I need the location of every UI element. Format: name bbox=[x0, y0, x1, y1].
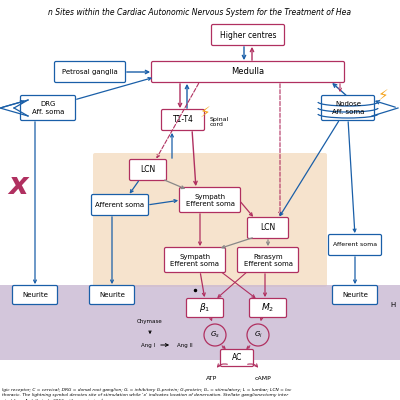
Text: pted from Ardell et al., 2016 with permission.⁸: pted from Ardell et al., 2016 with permi… bbox=[2, 398, 103, 400]
Text: $\beta_1$: $\beta_1$ bbox=[199, 302, 211, 314]
FancyBboxPatch shape bbox=[248, 218, 288, 238]
FancyBboxPatch shape bbox=[328, 234, 382, 256]
Text: ATP: ATP bbox=[206, 376, 218, 380]
Text: Afferent soma: Afferent soma bbox=[96, 202, 144, 208]
FancyBboxPatch shape bbox=[54, 62, 126, 82]
Text: lgic receptor; C = cervical; DRG = dorsal root ganglion; Gᵢ = inhibitory G-prote: lgic receptor; C = cervical; DRG = dorsa… bbox=[2, 388, 291, 392]
FancyBboxPatch shape bbox=[92, 194, 148, 216]
Text: Neurite: Neurite bbox=[342, 292, 368, 298]
Text: n Sites within the Cardiac Autonomic Nervous System for the Treatment of Hea: n Sites within the Cardiac Autonomic Ner… bbox=[48, 8, 352, 17]
Text: $G_i$: $G_i$ bbox=[254, 330, 262, 340]
Text: Higher centres: Higher centres bbox=[220, 30, 276, 40]
Text: H: H bbox=[391, 302, 396, 308]
Text: thoracic. The lightning symbol denotes site of stimulation while 'x' indicates l: thoracic. The lightning symbol denotes s… bbox=[2, 393, 288, 397]
Text: Chymase: Chymase bbox=[137, 320, 163, 324]
Text: Petrosal ganglia: Petrosal ganglia bbox=[62, 69, 118, 75]
Bar bbox=[0, 285, 400, 360]
Text: Neurite: Neurite bbox=[99, 292, 125, 298]
FancyBboxPatch shape bbox=[250, 298, 286, 318]
Text: Ang I: Ang I bbox=[141, 342, 155, 348]
FancyBboxPatch shape bbox=[322, 96, 374, 120]
Text: Parasym
Efferent soma: Parasym Efferent soma bbox=[244, 254, 292, 266]
FancyBboxPatch shape bbox=[130, 160, 166, 180]
Text: ⚡: ⚡ bbox=[200, 104, 210, 120]
FancyBboxPatch shape bbox=[152, 62, 344, 82]
Text: cAMP: cAMP bbox=[255, 376, 271, 380]
Text: Spinal
cord: Spinal cord bbox=[210, 117, 229, 127]
Text: LCN: LCN bbox=[260, 224, 276, 232]
FancyBboxPatch shape bbox=[90, 286, 134, 304]
Text: DRG
Aff. soma: DRG Aff. soma bbox=[32, 102, 64, 114]
Text: Sympath
Efferent soma: Sympath Efferent soma bbox=[186, 194, 234, 206]
Text: Afferent soma: Afferent soma bbox=[333, 242, 377, 248]
Text: Nodose
Aff. soma: Nodose Aff. soma bbox=[332, 102, 364, 114]
Text: $G_s$: $G_s$ bbox=[210, 330, 220, 340]
Text: ⚡: ⚡ bbox=[378, 88, 388, 102]
FancyBboxPatch shape bbox=[238, 248, 298, 272]
Text: Sympath
Efferent soma: Sympath Efferent soma bbox=[170, 254, 220, 266]
FancyBboxPatch shape bbox=[162, 110, 204, 130]
FancyBboxPatch shape bbox=[212, 24, 284, 46]
Text: $M_2$: $M_2$ bbox=[262, 302, 274, 314]
Text: x: x bbox=[8, 170, 28, 200]
FancyBboxPatch shape bbox=[186, 298, 224, 318]
Text: Neurite: Neurite bbox=[22, 292, 48, 298]
FancyBboxPatch shape bbox=[20, 96, 76, 120]
FancyBboxPatch shape bbox=[220, 350, 254, 366]
Text: T1-T4: T1-T4 bbox=[172, 116, 194, 124]
FancyBboxPatch shape bbox=[332, 286, 378, 304]
FancyBboxPatch shape bbox=[180, 188, 240, 212]
FancyBboxPatch shape bbox=[164, 248, 226, 272]
Text: Medulla: Medulla bbox=[232, 68, 264, 76]
Text: LCN: LCN bbox=[140, 166, 156, 174]
Text: AC: AC bbox=[232, 354, 242, 362]
FancyBboxPatch shape bbox=[12, 286, 58, 304]
Text: Ang II: Ang II bbox=[177, 342, 193, 348]
FancyBboxPatch shape bbox=[93, 153, 327, 287]
